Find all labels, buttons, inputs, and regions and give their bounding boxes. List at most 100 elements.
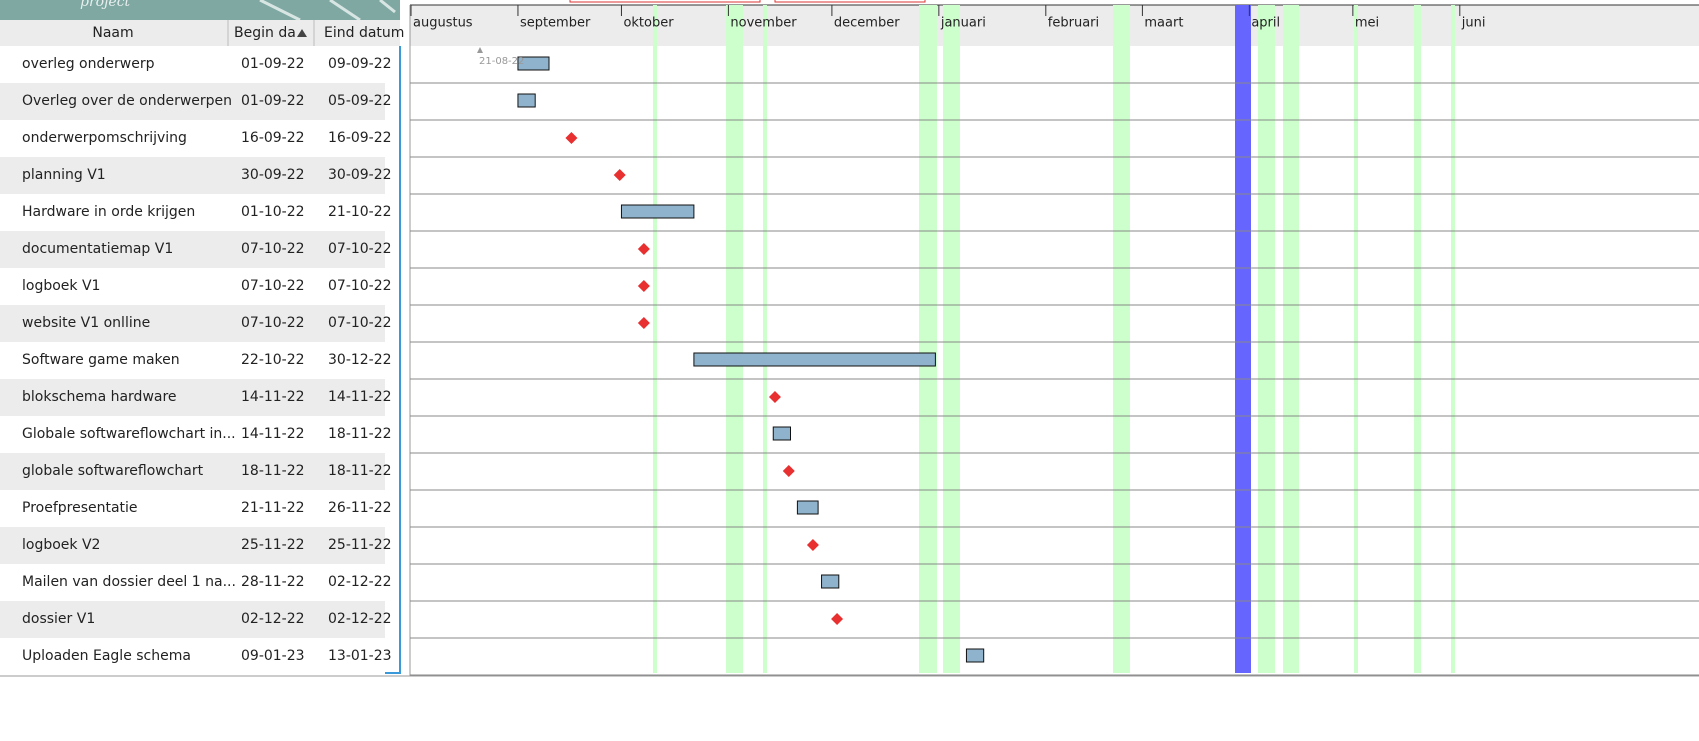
month-label: mei [1355, 16, 1379, 31]
holiday-band [1258, 5, 1275, 673]
row-background [0, 342, 385, 379]
task-bar [517, 56, 550, 71]
milestone [637, 280, 650, 292]
end-date: 02-12-22 [328, 574, 392, 590]
task-name[interactable]: Software game maken [22, 352, 180, 368]
month-label: januari [940, 16, 986, 31]
month-label: oktober [623, 16, 674, 31]
task-name[interactable]: logboek V1 [22, 278, 100, 294]
task-bar [796, 500, 819, 515]
end-date: 26-11-22 [328, 500, 392, 516]
end-date: 07-10-22 [328, 278, 392, 294]
month-label: december [834, 16, 900, 31]
begin-date: 16-09-22 [241, 130, 305, 146]
end-date: 05-09-22 [328, 93, 392, 109]
holiday-band [1451, 5, 1455, 673]
task-name[interactable]: Hardware in orde krijgen [22, 204, 195, 220]
task-name[interactable]: planning V1 [22, 167, 106, 183]
begin-date: 01-09-22 [241, 93, 305, 109]
column-header[interactable]: Eind datum [324, 25, 404, 41]
task-name[interactable]: overleg onderwerp [22, 56, 155, 72]
holiday-band [653, 5, 657, 673]
task-name[interactable]: onderwerpomschrijving [22, 130, 187, 146]
task-name[interactable]: Globale softwareflowchart in... [22, 426, 236, 442]
begin-date: 30-09-22 [241, 167, 305, 183]
task-bar [821, 574, 840, 589]
row-background [0, 527, 385, 564]
task-name[interactable]: Overleg over de onderwerpen [22, 93, 232, 109]
end-date: 07-10-22 [328, 241, 392, 257]
row-background [0, 46, 385, 83]
begin-date: 22-10-22 [241, 352, 305, 368]
milestone [613, 169, 626, 181]
logo [0, 0, 400, 20]
task-bar [965, 648, 985, 663]
begin-date: 25-11-22 [241, 537, 305, 553]
row-background [0, 157, 385, 194]
month-label: maart [1144, 16, 1183, 31]
task-name[interactable]: Uploaden Eagle schema [22, 648, 191, 664]
timeline-header [410, 5, 1699, 46]
task-bar [517, 93, 536, 108]
milestone [768, 391, 781, 403]
begin-date: 21-11-22 [241, 500, 305, 516]
task-name[interactable]: Mailen van dossier deel 1 na... [22, 574, 236, 590]
row-background [0, 601, 385, 638]
end-date: 18-11-22 [328, 463, 392, 479]
task-name[interactable]: dossier V1 [22, 611, 95, 627]
milestone [637, 317, 650, 329]
row-background [0, 268, 385, 305]
month-label: februari [1048, 16, 1099, 31]
end-date: 13-01-23 [328, 648, 392, 664]
milestone [637, 243, 650, 255]
row-background [0, 490, 385, 527]
end-date: 02-12-22 [328, 611, 392, 627]
row-background [0, 453, 385, 490]
month-label: augustus [413, 16, 473, 31]
task-name[interactable]: website V1 onlline [22, 315, 150, 331]
begin-date: 07-10-22 [241, 315, 305, 331]
begin-date: 18-11-22 [241, 463, 305, 479]
toolbar-box [774, 0, 926, 3]
end-date: 25-11-22 [328, 537, 392, 553]
begin-date: 01-10-22 [241, 204, 305, 220]
column-header[interactable]: Begin da [234, 25, 296, 41]
end-date: 07-10-22 [328, 315, 392, 331]
task-name[interactable]: logboek V2 [22, 537, 100, 553]
month-label: april [1251, 16, 1280, 31]
begin-date: 14-11-22 [241, 389, 305, 405]
task-name[interactable]: Proefpresentatie [22, 500, 138, 516]
table-header [0, 20, 400, 46]
holiday-band [1283, 5, 1299, 673]
milestone [565, 132, 578, 144]
holiday-band [1414, 5, 1421, 673]
milestone [831, 613, 844, 625]
task-name[interactable]: globale softwareflowchart [22, 463, 204, 479]
row-background [0, 638, 385, 675]
end-date: 18-11-22 [328, 426, 392, 442]
sort-indicator [297, 29, 307, 37]
row-background [0, 305, 385, 342]
start-label: 21-08-22 [479, 56, 524, 67]
holiday-band [1113, 5, 1130, 673]
month-label: september [520, 16, 591, 31]
end-date: 21-10-22 [328, 204, 392, 220]
begin-date: 14-11-22 [241, 426, 305, 442]
task-bar [620, 204, 695, 219]
task-name[interactable]: documentatiemap V1 [22, 241, 173, 257]
end-date: 30-12-22 [328, 352, 392, 368]
holiday-band [919, 5, 937, 673]
start-marker [477, 47, 483, 53]
begin-date: 28-11-22 [241, 574, 305, 590]
end-date: 09-09-22 [328, 56, 392, 72]
row-background [0, 416, 385, 453]
holiday-band [726, 5, 743, 673]
today-band [1235, 5, 1251, 673]
column-header[interactable]: Naam [92, 25, 133, 41]
holiday-band [943, 5, 960, 673]
task-name[interactable]: blokschema hardware [22, 389, 177, 405]
milestone [806, 539, 819, 551]
begin-date: 07-10-22 [241, 278, 305, 294]
